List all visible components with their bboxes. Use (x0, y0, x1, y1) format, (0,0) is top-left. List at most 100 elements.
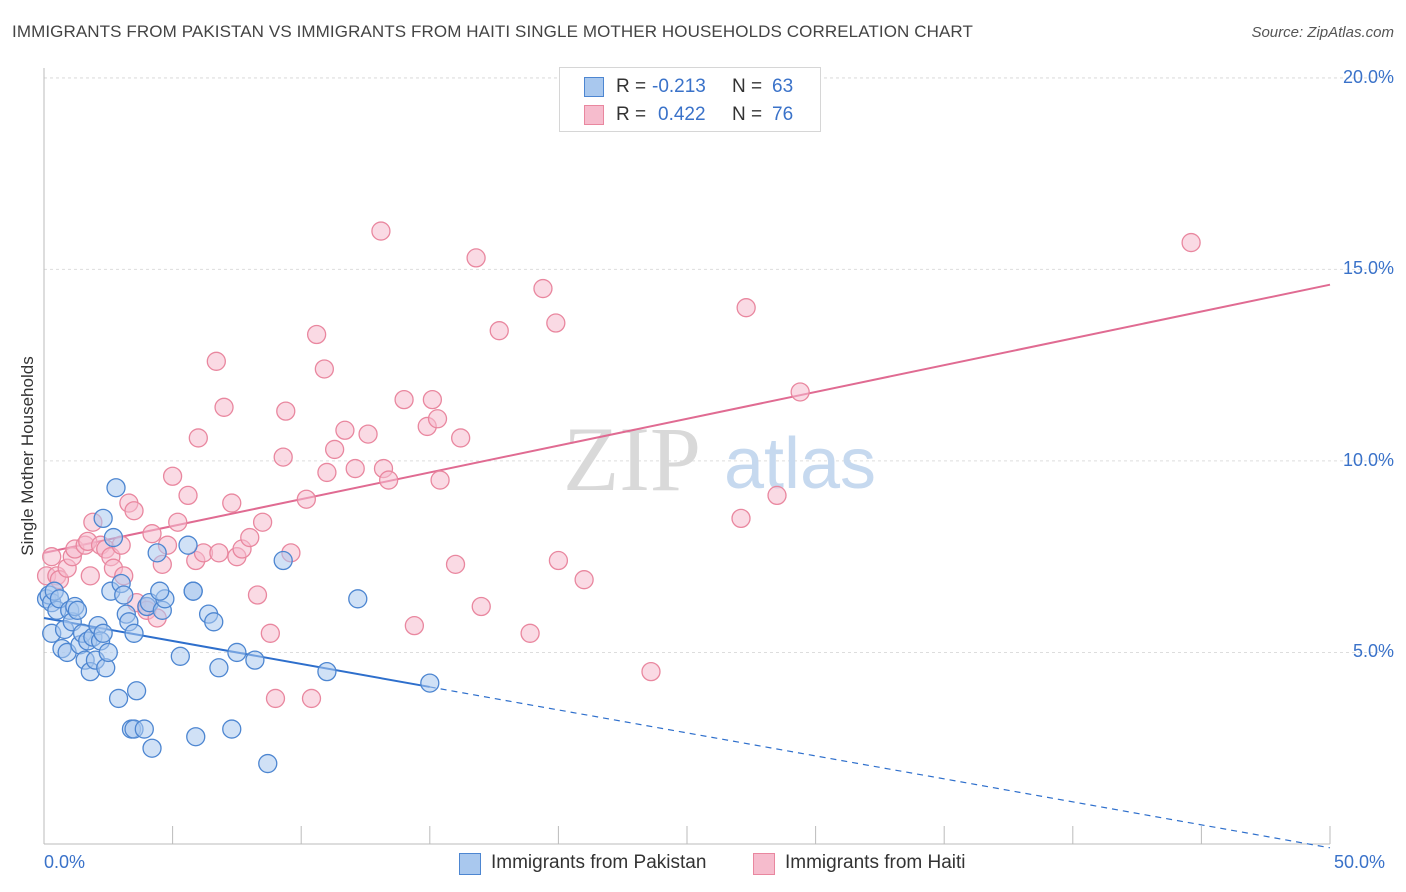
legend-n-label: N = (732, 76, 763, 97)
legend-n-label: N = (732, 104, 763, 125)
trend-line-haiti (43, 283, 1331, 554)
series-haiti-points (36, 221, 1201, 709)
data-point-pakistan (134, 719, 154, 739)
correlation-legend: R = -0.213 N = 63 R = 0.422 N = 76 (559, 67, 821, 132)
data-point-haiti (520, 623, 540, 643)
data-point-haiti (240, 527, 260, 548)
axes (43, 68, 1331, 845)
data-point-haiti (427, 409, 448, 429)
data-point-haiti (209, 543, 229, 563)
y-tick-label: 20.0% (1342, 66, 1394, 87)
bottom-legend-swatch-haiti (753, 853, 775, 875)
data-point-pakistan (106, 478, 126, 498)
data-point-haiti (378, 470, 399, 490)
data-point-haiti (188, 428, 208, 448)
data-point-haiti (273, 447, 293, 467)
data-point-haiti (265, 688, 286, 709)
data-point-haiti (371, 221, 391, 241)
data-point-haiti (206, 351, 226, 371)
bottom-legend-label-haiti: Immigrants from Haiti (785, 852, 966, 873)
data-point-haiti (168, 512, 188, 532)
data-point-pakistan (317, 661, 337, 682)
legend-n-value: 76 (772, 104, 794, 125)
data-point-haiti (471, 596, 491, 617)
data-point-haiti (178, 485, 198, 506)
x-tick-label-min: 0.0% (44, 852, 86, 872)
data-point-haiti (548, 550, 569, 571)
y-axis-label: Single Mother Households (18, 356, 37, 556)
data-point-pakistan (183, 581, 203, 601)
series-pakistan-points (36, 478, 440, 774)
data-point-haiti (430, 470, 450, 490)
data-point-pakistan (126, 681, 147, 701)
data-point-pakistan (67, 600, 88, 620)
data-point-haiti (324, 439, 345, 460)
x-tick-label-max: 50.0% (1334, 852, 1386, 872)
data-point-pakistan (124, 623, 144, 643)
bottom-legend-label-pakistan: Immigrants from Pakistan (491, 852, 707, 873)
data-point-haiti (790, 382, 810, 402)
data-point-haiti (317, 462, 337, 483)
data-point-haiti (451, 428, 471, 448)
y-tick-label: 15.0% (1342, 258, 1394, 279)
data-point-haiti (306, 324, 327, 345)
data-point-haiti (301, 688, 322, 709)
data-point-haiti (80, 566, 100, 586)
data-point-haiti (445, 554, 466, 575)
data-point-pakistan (93, 508, 113, 529)
data-point-pakistan (245, 650, 265, 670)
y-tick-label: 10.0% (1342, 449, 1394, 470)
data-point-haiti (736, 298, 756, 318)
data-point-pakistan (258, 753, 278, 774)
data-point-pakistan (178, 535, 198, 555)
data-point-haiti (489, 321, 509, 341)
data-point-haiti (260, 623, 280, 643)
data-point-haiti (404, 615, 425, 636)
data-point-haiti (466, 248, 486, 268)
chart-source: Source: ZipAtlas.com (1251, 24, 1394, 41)
legend-n-value: 63 (772, 76, 794, 97)
data-point-haiti (42, 547, 62, 567)
data-point-haiti (358, 424, 378, 444)
data-point-haiti (314, 359, 334, 379)
watermark: ZIP atlas (563, 408, 876, 510)
data-point-haiti (546, 313, 566, 333)
trend-line-pakistan-extension (429, 686, 1331, 849)
data-point-haiti (247, 585, 268, 605)
bottom-legend-swatch-pakistan (459, 853, 481, 875)
gridlines (44, 77, 1394, 653)
legend-r-label: R = (616, 76, 647, 97)
data-point-pakistan (103, 527, 124, 548)
data-point-haiti (214, 397, 234, 417)
data-point-haiti (276, 401, 296, 421)
data-point-haiti (222, 493, 242, 513)
data-point-pakistan (209, 658, 229, 678)
data-point-pakistan (108, 688, 129, 709)
data-point-haiti (574, 570, 594, 590)
data-point-pakistan (93, 623, 113, 643)
data-point-pakistan (273, 550, 293, 571)
data-point-haiti (124, 501, 144, 521)
data-point-haiti (641, 661, 661, 682)
data-point-haiti (335, 420, 355, 440)
legend-r-label: R = (616, 104, 647, 125)
data-point-pakistan (186, 727, 206, 747)
data-point-haiti (296, 489, 316, 509)
data-point-pakistan (227, 642, 247, 663)
data-point-pakistan (204, 612, 224, 632)
legend-r-value: -0.213 (652, 76, 706, 97)
data-point-pakistan (170, 646, 190, 666)
data-point-pakistan (222, 719, 242, 739)
legend-r-value: 0.422 (658, 104, 706, 125)
data-point-pakistan (114, 585, 134, 605)
data-point-haiti (731, 508, 751, 529)
data-point-pakistan (420, 673, 440, 693)
data-point-haiti (394, 389, 414, 410)
legend-swatch-haiti (584, 105, 604, 125)
chart-title: IMMIGRANTS FROM PAKISTAN VS IMMIGRANTS F… (12, 22, 973, 41)
data-point-pakistan (348, 589, 368, 609)
data-point-pakistan (142, 738, 162, 758)
data-point-haiti (533, 278, 553, 299)
data-point-haiti (162, 466, 183, 486)
